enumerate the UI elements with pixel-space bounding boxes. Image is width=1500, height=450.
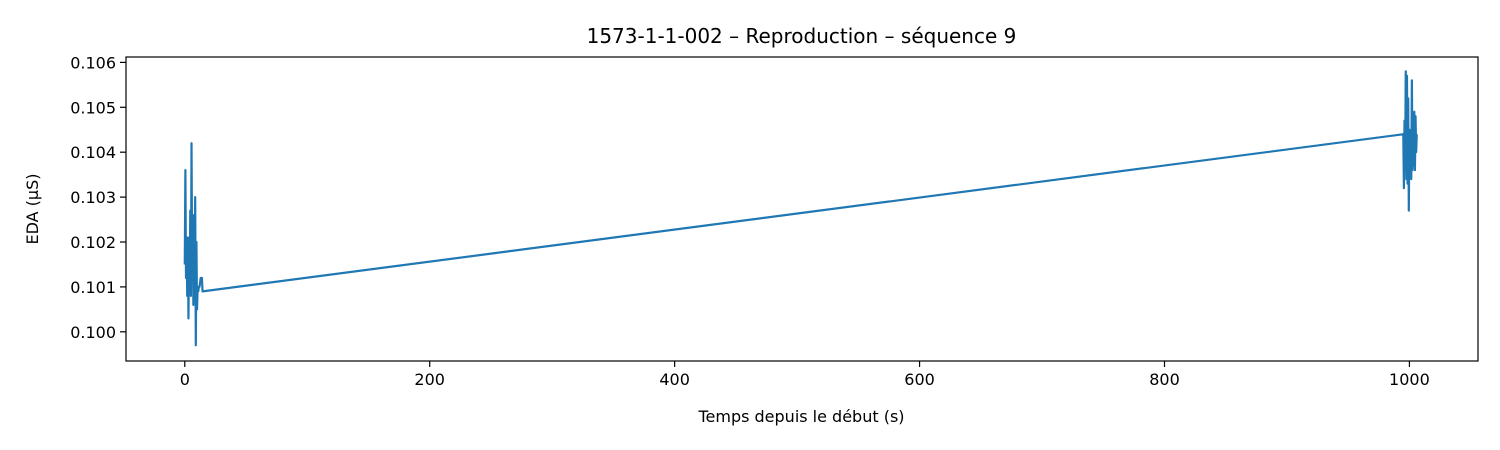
x-tick-label: 400 [659,370,690,389]
x-tick-label: 600 [904,370,935,389]
y-tick-label: 0.103 [70,188,116,207]
x-tick-label: 800 [1149,370,1180,389]
y-tick-label: 0.105 [70,98,116,117]
y-tick-label: 0.102 [70,233,116,252]
y-tick-label: 0.106 [70,53,116,72]
x-tick-label: 1000 [1389,370,1430,389]
series-line-0 [183,70,1418,347]
y-tick-label: 0.104 [70,143,116,162]
y-axis-label: EDA (µS) [23,174,42,245]
y-axis: 0.100 0.101 0.102 0.103 0.104 0.105 0.106 [70,53,126,342]
x-tick-label: 200 [414,370,445,389]
plot-frame [125,56,1479,362]
x-axis: 0 200 400 600 800 1000 [180,361,1430,389]
chart-title: 1573-1-1-002 – Reproduction – séquence 9 [587,24,1017,48]
y-tick-label: 0.100 [70,323,116,342]
x-axis-label: Temps depuis le début (s) [697,407,904,426]
y-tick-label: 0.101 [70,278,116,297]
x-tick-label: 0 [180,370,190,389]
plot-area [183,70,1418,347]
